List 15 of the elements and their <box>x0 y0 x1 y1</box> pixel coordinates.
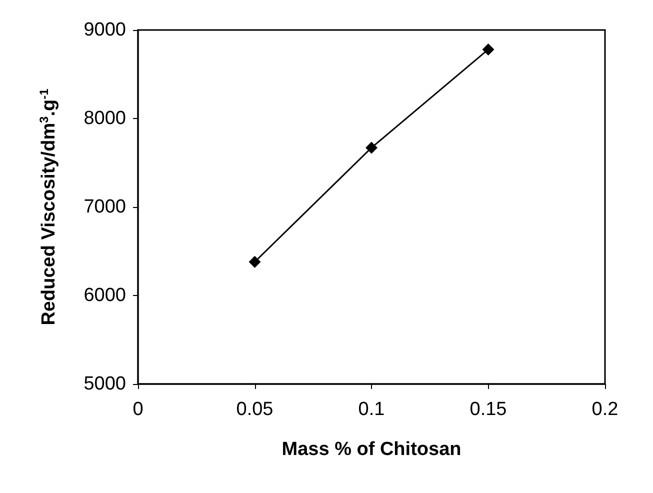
point <box>366 142 378 154</box>
x-tick-label: 0.1 <box>358 399 385 420</box>
y-tick-label: 5000 <box>84 374 126 394</box>
x-tick-label: 0.2 <box>592 399 618 420</box>
point <box>248 256 261 268</box>
y-tick-label: 7000 <box>84 196 126 218</box>
y-axis-title: Reduced Viscosity/dm3.g-1 <box>37 88 60 326</box>
x-tick-label: 0 <box>132 399 144 420</box>
y-tick-label: 9000 <box>84 20 126 40</box>
y-tick-label: 8000 <box>84 108 126 129</box>
point <box>482 43 494 56</box>
x-axis-title: Mass % of Chitosan <box>282 439 462 460</box>
y-tick-label: 6000 <box>84 285 126 306</box>
x-tick-label: 0.15 <box>470 399 507 420</box>
x-tick-label: 0.05 <box>236 399 274 420</box>
